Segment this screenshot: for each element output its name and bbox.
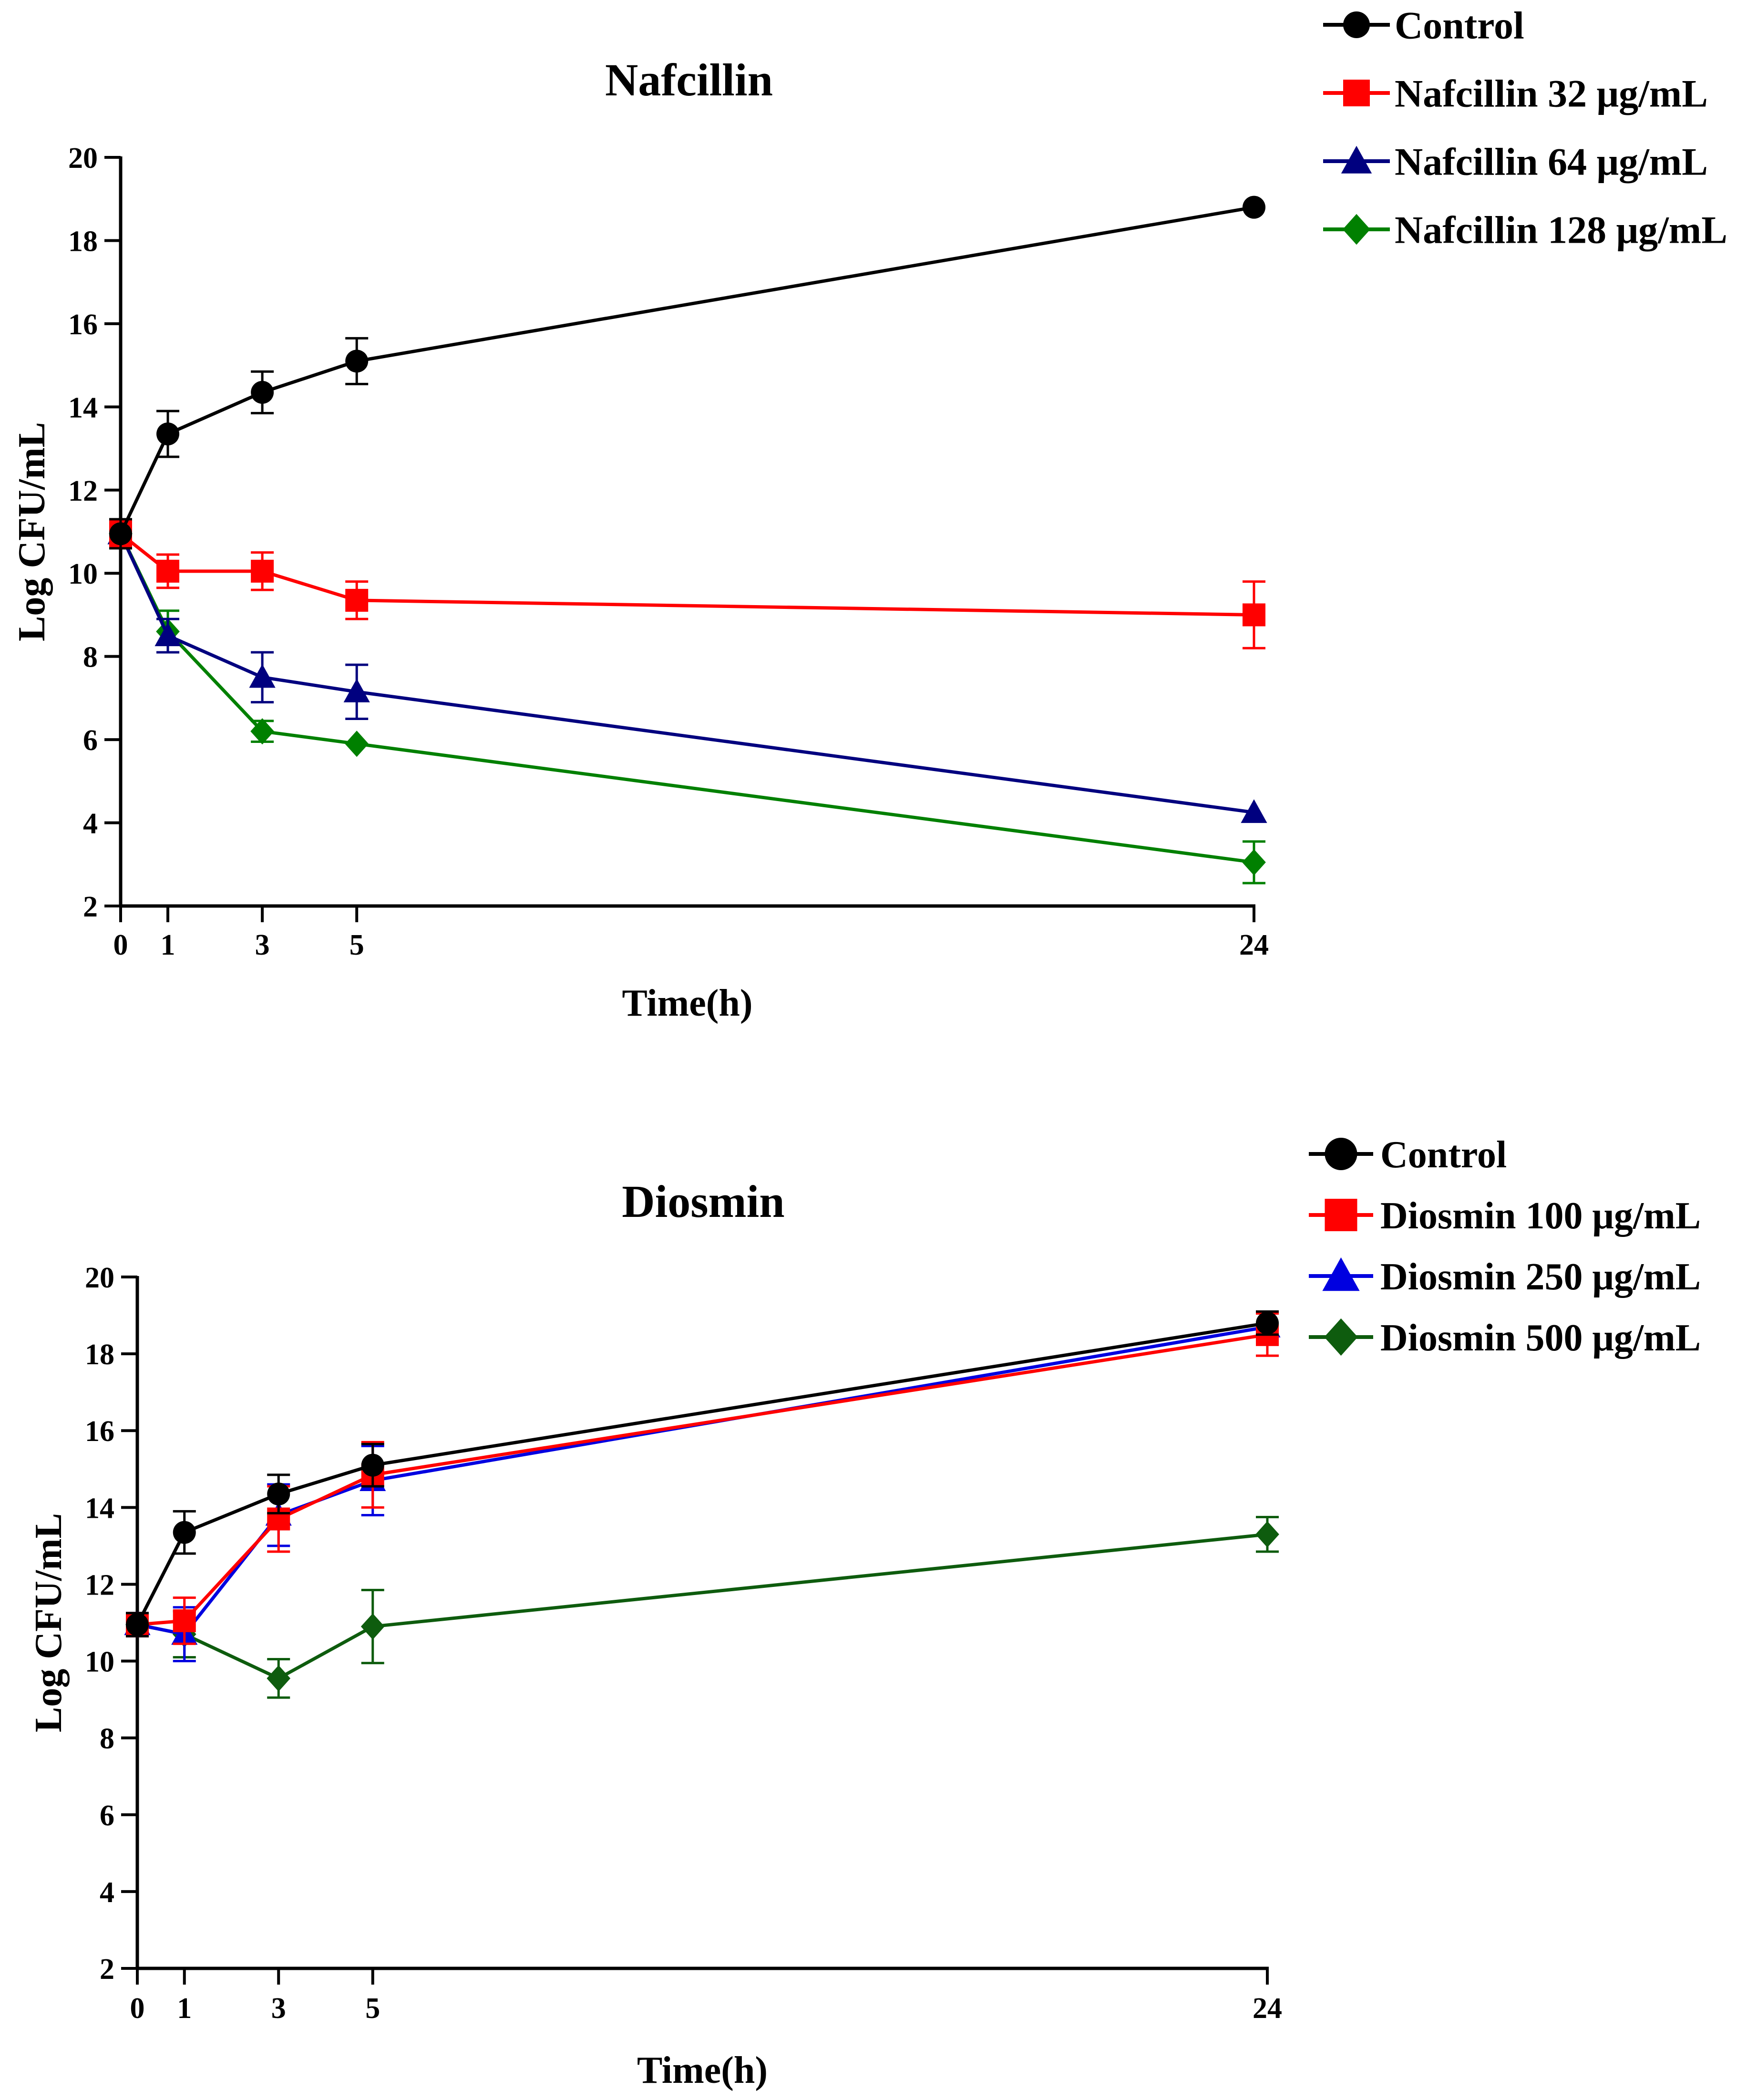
- chart-1-legend-marker: [1343, 11, 1370, 38]
- chart-2-legend-label: Diosmin 250 μg/mL: [1380, 1256, 1701, 1298]
- chart-1-series-1: [109, 196, 1265, 550]
- chart-1-x-tick-label: 3: [255, 929, 270, 961]
- chart-1-x-tick-label: 24: [1239, 929, 1269, 961]
- chart-2-y-tick-label: 16: [85, 1415, 114, 1448]
- chart-2-y-tick-label: 18: [85, 1338, 114, 1371]
- chart-1-data-point: [154, 622, 181, 647]
- chart-1-data-point: [249, 664, 276, 688]
- chart-1-y-tick-label: 12: [68, 475, 98, 507]
- chart-1-legend-marker: [1343, 80, 1370, 106]
- chart-1-y-tick-label: 4: [83, 808, 98, 840]
- chart-1-data-point: [343, 679, 370, 702]
- chart-2-legend-label: Diosmin 100 μg/mL: [1380, 1195, 1701, 1237]
- chart-1-data-point: [109, 522, 132, 546]
- chart-2-data-point: [360, 1613, 385, 1640]
- chart-1-x-axis-label: Time(h): [622, 982, 752, 1024]
- chart-2-y-tick-label: 20: [85, 1262, 114, 1294]
- chart-1-legend: Control Nafcillin 32 μg/mL Nafcillin 64 μg…: [1323, 4, 1727, 252]
- chart-2-x-tick-label: 1: [177, 1992, 192, 2025]
- chart-1-series-line: [119, 533, 1254, 864]
- chart-1-data-point: [251, 381, 274, 404]
- chart-1-data-point: [1243, 196, 1265, 219]
- chart-1-x-tick-label: 0: [113, 929, 128, 961]
- chart-1-y-tick-label: 16: [68, 309, 98, 341]
- chart-1-data-point: [156, 422, 180, 446]
- chart-2-series-line: [137, 1533, 1268, 1680]
- chart-1-legend-label: Nafcillin 128 μg/mL: [1395, 208, 1727, 252]
- chart-2-legend-label: Control: [1380, 1134, 1507, 1176]
- chart-2-x-tick-label: 5: [365, 1992, 380, 2025]
- chart-1-data-point: [345, 731, 369, 757]
- chart-1-series-2: [109, 520, 1265, 649]
- chart-2-series-1: [126, 1310, 1279, 1637]
- chart-2-x-axis-label: Time(h): [637, 2049, 768, 2091]
- chart-2-y-tick-label: 6: [100, 1800, 114, 1832]
- chart-1-title: Nafcillin: [605, 54, 773, 105]
- chart-1-y-tick-label: 18: [68, 225, 98, 257]
- chart-2-series-4: [125, 1515, 1279, 1699]
- chart-2-legend: Control Diosmin 100 μg/mL Diosmin 250 μg/m…: [1309, 1134, 1701, 1359]
- chart-1-data-point: [1241, 799, 1267, 823]
- chart-2-series-2: [126, 1312, 1279, 1645]
- chart-2-y-tick-label: 10: [85, 1646, 114, 1678]
- chart-1-legend-marker: [1341, 145, 1372, 174]
- chart-1-data-point: [250, 718, 274, 745]
- chart-2-data-point: [126, 1613, 149, 1637]
- chart-2-y-tick-label: 8: [100, 1723, 114, 1755]
- chart-2-y-tick-label: 14: [85, 1492, 114, 1524]
- chart-2-series-line: [137, 1333, 1268, 1626]
- chart-1-y-axis-label: Log CFU/mL: [11, 422, 53, 641]
- chart-1-series-4: [109, 520, 1266, 885]
- chart-1-data-point: [345, 350, 369, 373]
- chart-1-y-tick-label: 20: [68, 142, 98, 175]
- chart-2-x-tick-label: 24: [1253, 1992, 1282, 2025]
- chart-2-legend-label: Diosmin 500 μg/mL: [1380, 1317, 1701, 1359]
- chart-2-series-line: [137, 1325, 1268, 1636]
- chart-1-series-line: [119, 206, 1254, 535]
- chart-1-x-tick-label: 1: [161, 929, 175, 961]
- chart-1-legend-label: Nafcillin 32 μg/mL: [1395, 72, 1708, 115]
- chart-2-x-tick-label: 0: [130, 1992, 145, 2025]
- chart-1-y-tick-label: 6: [83, 724, 98, 757]
- chart-2-series-line: [135, 1321, 1268, 1626]
- chart-1-y-tick-label: 14: [68, 391, 98, 424]
- chart-2-title: Diosmin: [622, 1176, 784, 1227]
- chart-2-data-point: [267, 1665, 291, 1692]
- chart-1-x-tick-label: 5: [349, 929, 364, 961]
- chart-2-legend-marker: [1322, 1257, 1360, 1291]
- chart-1-data-point: [251, 559, 274, 583]
- chart-1-data-point: [1242, 849, 1266, 876]
- chart-1-data-point: [345, 588, 369, 612]
- chart-1-data-point: [1243, 603, 1265, 627]
- chart-2-y-tick-label: 12: [85, 1569, 114, 1601]
- chart-1-data-point: [156, 559, 180, 583]
- chart-2-data-point: [1255, 1521, 1279, 1548]
- chart-2-data-point: [1256, 1311, 1279, 1335]
- chart-1-series-line: [119, 533, 1254, 814]
- chart-2-data-point: [267, 1482, 290, 1506]
- chart-1-legend-label: Control: [1395, 4, 1524, 47]
- chart-2-y-tick-label: 2: [100, 1953, 114, 1986]
- chart-1-legend-marker: [1343, 214, 1370, 245]
- chart-1-series-3: [107, 520, 1267, 823]
- chart-2-series-3: [124, 1310, 1281, 1663]
- chart-1-y-tick-label: 10: [68, 558, 98, 590]
- chart-2-x-tick-label: 3: [271, 1992, 286, 2025]
- chart-1-y-tick-label: 8: [83, 641, 98, 674]
- chart-2-y-axis-label: Log CFU/mL: [28, 1513, 70, 1732]
- chart-1-y-tick-label: 2: [83, 891, 98, 923]
- chart-2-legend-marker: [1325, 1199, 1357, 1231]
- chart-2-y-tick-label: 4: [100, 1876, 114, 1909]
- chart-2-legend-marker: [1325, 1138, 1357, 1170]
- chart-1-legend-label: Nafcillin 64 μg/mL: [1395, 140, 1708, 184]
- chart-2-legend-marker: [1324, 1318, 1358, 1356]
- chart-2-data-point: [173, 1521, 196, 1544]
- chart-2-data-point: [361, 1453, 384, 1477]
- chart-2-data-point: [173, 1609, 196, 1632]
- chart-1-series-line: [119, 532, 1254, 617]
